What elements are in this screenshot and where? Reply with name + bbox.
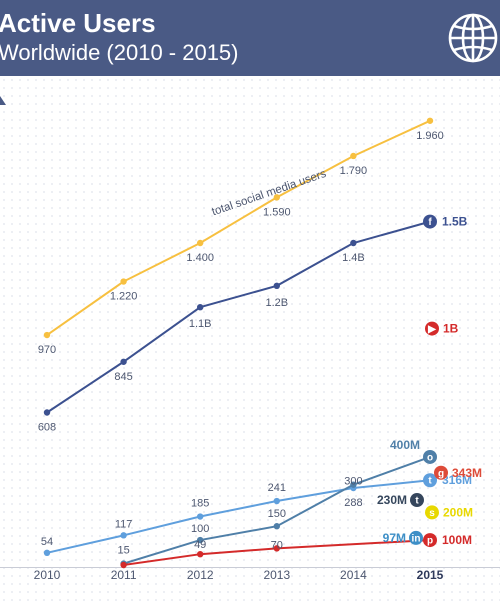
x-tick-label: 2015 — [417, 568, 444, 582]
data-label: 200M — [443, 505, 473, 519]
tumblr-icon-glyph: t — [415, 496, 419, 507]
data-label: 150 — [268, 508, 286, 520]
chart-area: 2010 2011 2012 2013 2014 2015 970 1.220 1.400 1.5… — [0, 76, 500, 605]
data-label: 241 — [268, 482, 286, 494]
snapchat-icon-glyph: s — [429, 508, 435, 519]
data-label: 70 — [271, 539, 283, 551]
data-point — [197, 239, 204, 247]
line-chart: 2010 2011 2012 2013 2014 2015 970 1.220 1.400 1.5… — [0, 117, 500, 582]
x-tick-label: 2013 — [263, 568, 290, 582]
data-label: 608 — [38, 421, 56, 433]
data-label: 1.2B — [265, 297, 288, 309]
data-point — [197, 304, 204, 311]
data-label: 117 — [115, 518, 133, 530]
tumblr-icon — [410, 493, 424, 508]
data-label: 1.960 — [416, 130, 444, 142]
data-label: 100M — [442, 533, 472, 547]
data-label: 185 — [191, 498, 209, 510]
data-label: 49 — [194, 539, 206, 551]
linkedin-icon-glyph: in — [412, 533, 421, 544]
data-label: 1.4B — [342, 252, 365, 264]
data-point — [120, 358, 127, 365]
twitter-icon-glyph: t — [428, 476, 432, 487]
data-label: 300 — [344, 476, 362, 488]
google-plus-icon — [434, 465, 448, 480]
data-point — [197, 550, 204, 558]
data-label: 1.790 — [340, 165, 368, 177]
data-point — [120, 278, 127, 285]
data-point — [273, 194, 280, 201]
corner-marker — [0, 96, 6, 105]
chart-subtitle: Worldwide (2010 - 2015) — [0, 40, 239, 65]
chart-title: Active Users — [0, 8, 156, 38]
series-line — [46, 119, 431, 336]
globe-icon — [448, 13, 498, 63]
data-label: 845 — [114, 371, 132, 383]
data-point — [43, 409, 51, 416]
data-label: 1.220 — [110, 291, 138, 303]
facebook-icon-glyph: f — [428, 217, 432, 228]
data-point — [426, 117, 434, 124]
youtube-icon-glyph: ▶ — [427, 324, 437, 335]
data-label: 288 — [344, 497, 362, 509]
data-label: 15 — [117, 545, 129, 557]
google-plus-icon-glyph: g — [438, 468, 444, 479]
pinterest-icon — [423, 533, 437, 548]
x-tick-label: 2011 — [111, 568, 137, 582]
series-line — [46, 220, 431, 414]
series-line — [123, 539, 431, 566]
data-point — [197, 536, 204, 544]
youtube-icon — [425, 321, 439, 336]
series-line — [46, 479, 431, 554]
data-label: 970 — [38, 344, 56, 356]
data-label: 343M — [452, 466, 482, 480]
x-tick-label: 2014 — [340, 568, 367, 582]
data-point — [350, 152, 357, 160]
twitter-icon — [423, 473, 437, 488]
data-point — [197, 513, 204, 520]
data-label: 97M — [383, 531, 406, 545]
data-label: 1.590 — [263, 206, 291, 218]
data-point — [273, 282, 280, 289]
data-point — [350, 239, 357, 247]
data-point — [273, 523, 280, 530]
data-point — [120, 561, 127, 569]
data-point — [43, 549, 51, 557]
instagram-icon-glyph: o — [427, 452, 433, 463]
data-label: 1.1B — [189, 318, 212, 330]
data-label: 54 — [41, 536, 53, 548]
instagram-icon — [423, 449, 437, 464]
data-label: 1.400 — [186, 252, 214, 264]
data-point — [43, 331, 51, 339]
data-point — [120, 532, 127, 539]
data-label: 100 — [191, 523, 209, 535]
data-point — [273, 545, 280, 552]
pinterest-icon-glyph: p — [427, 536, 433, 547]
data-point — [350, 481, 357, 488]
data-label: 1B — [443, 322, 459, 336]
data-label: 1.5B — [442, 215, 468, 229]
snapchat-icon — [425, 505, 439, 520]
data-label: 316M — [442, 473, 472, 487]
data-point — [273, 497, 280, 505]
x-tick-label: 2010 — [34, 568, 61, 582]
header-banner: Active Users Worldwide (2010 - 2015) — [0, 0, 500, 76]
x-tick-label: 2012 — [187, 568, 214, 582]
linkedin-icon — [409, 530, 423, 545]
facebook-icon — [423, 214, 437, 229]
data-label: 230M — [377, 493, 407, 507]
data-label: 400M — [390, 438, 420, 452]
